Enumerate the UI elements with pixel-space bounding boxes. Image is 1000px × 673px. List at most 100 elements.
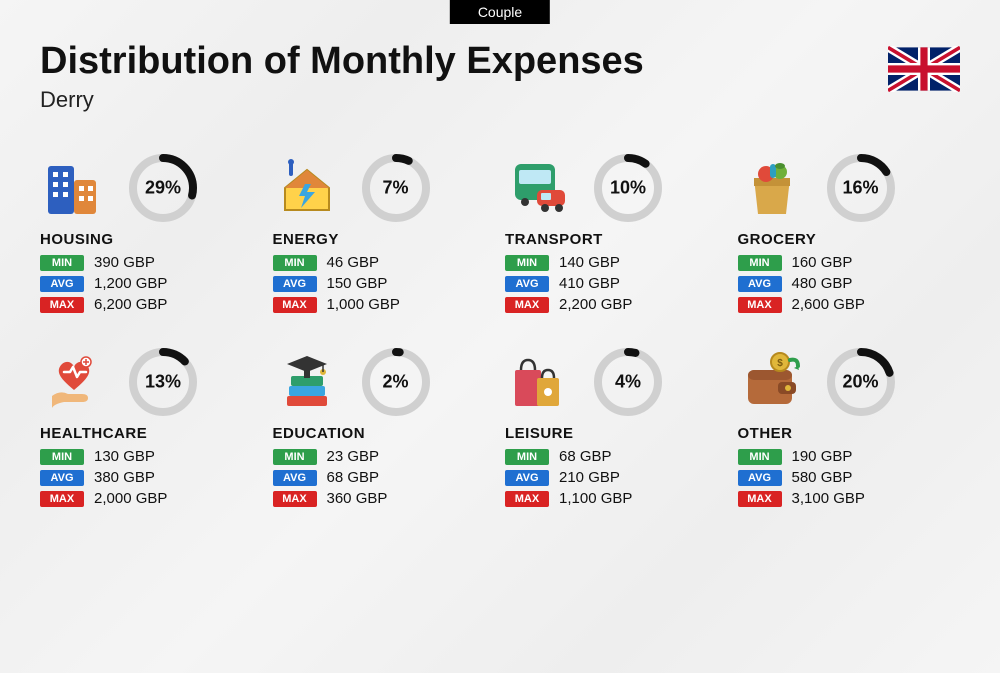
max-value: 3,100 GBP xyxy=(792,490,865,507)
min-badge: MIN xyxy=(738,255,782,271)
max-badge: MAX xyxy=(505,297,549,313)
min-row: MIN 68 GBP xyxy=(505,448,728,465)
percent-value: 13% xyxy=(145,372,181,393)
buildings-icon xyxy=(40,154,108,222)
avg-row: AVG 210 GBP xyxy=(505,469,728,486)
percent-ring: 16% xyxy=(826,153,896,223)
min-row: MIN 130 GBP xyxy=(40,448,263,465)
max-badge: MAX xyxy=(738,491,782,507)
max-badge: MAX xyxy=(505,491,549,507)
category-name: TRANSPORT xyxy=(505,231,728,248)
energy-house-icon xyxy=(273,154,341,222)
min-row: MIN 390 GBP xyxy=(40,254,263,271)
books-cap-icon xyxy=(273,348,341,416)
max-row: MAX 1,100 GBP xyxy=(505,490,728,507)
avg-row: AVG 580 GBP xyxy=(738,469,961,486)
heart-hand-icon xyxy=(40,348,108,416)
avg-badge: AVG xyxy=(738,276,782,292)
avg-badge: AVG xyxy=(738,470,782,486)
max-row: MAX 2,200 GBP xyxy=(505,296,728,313)
min-value: 68 GBP xyxy=(559,448,612,465)
percent-value: 29% xyxy=(145,178,181,199)
max-value: 2,200 GBP xyxy=(559,296,632,313)
max-row: MAX 6,200 GBP xyxy=(40,296,263,313)
percent-value: 7% xyxy=(382,178,408,199)
household-type-tag: Couple xyxy=(450,0,550,24)
min-badge: MIN xyxy=(505,255,549,271)
max-row: MAX 2,600 GBP xyxy=(738,296,961,313)
category-card-healthcare: 13% HEALTHCARE MIN 130 GBP AVG 380 GBP M… xyxy=(40,347,263,511)
avg-value: 410 GBP xyxy=(559,275,620,292)
min-badge: MIN xyxy=(40,255,84,271)
avg-row: AVG 150 GBP xyxy=(273,275,496,292)
min-row: MIN 23 GBP xyxy=(273,448,496,465)
page-title: Distribution of Monthly Expenses xyxy=(40,40,644,83)
avg-value: 1,200 GBP xyxy=(94,275,167,292)
category-card-other: $ 20% OTHER MIN 190 GBP AVG 580 GBP MAX … xyxy=(738,347,961,511)
svg-text:$: $ xyxy=(777,358,783,369)
avg-value: 68 GBP xyxy=(327,469,380,486)
percent-value: 2% xyxy=(382,372,408,393)
avg-badge: AVG xyxy=(40,276,84,292)
max-badge: MAX xyxy=(273,297,317,313)
min-value: 160 GBP xyxy=(792,254,853,271)
max-row: MAX 3,100 GBP xyxy=(738,490,961,507)
min-badge: MIN xyxy=(738,449,782,465)
category-card-grocery: 16% GROCERY MIN 160 GBP AVG 480 GBP MAX … xyxy=(738,153,961,317)
min-value: 390 GBP xyxy=(94,254,155,271)
category-card-leisure: 4% LEISURE MIN 68 GBP AVG 210 GBP MAX 1,… xyxy=(505,347,728,511)
min-value: 23 GBP xyxy=(327,448,380,465)
max-value: 2,000 GBP xyxy=(94,490,167,507)
percent-value: 4% xyxy=(615,372,641,393)
percent-ring: 4% xyxy=(593,347,663,417)
category-card-housing: 29% HOUSING MIN 390 GBP AVG 1,200 GBP MA… xyxy=(40,153,263,317)
percent-value: 20% xyxy=(842,372,878,393)
min-row: MIN 140 GBP xyxy=(505,254,728,271)
avg-row: AVG 68 GBP xyxy=(273,469,496,486)
avg-badge: AVG xyxy=(40,470,84,486)
percent-ring: 13% xyxy=(128,347,198,417)
bus-car-icon xyxy=(505,154,573,222)
avg-value: 210 GBP xyxy=(559,469,620,486)
category-card-energy: 7% ENERGY MIN 46 GBP AVG 150 GBP MAX 1,0… xyxy=(273,153,496,317)
category-name: HOUSING xyxy=(40,231,263,248)
city-name: Derry xyxy=(40,87,644,113)
min-value: 140 GBP xyxy=(559,254,620,271)
avg-badge: AVG xyxy=(273,470,317,486)
category-card-transport: 10% TRANSPORT MIN 140 GBP AVG 410 GBP MA… xyxy=(505,153,728,317)
avg-row: AVG 1,200 GBP xyxy=(40,275,263,292)
avg-row: AVG 480 GBP xyxy=(738,275,961,292)
avg-row: AVG 410 GBP xyxy=(505,275,728,292)
min-badge: MIN xyxy=(273,449,317,465)
max-value: 1,100 GBP xyxy=(559,490,632,507)
avg-badge: AVG xyxy=(273,276,317,292)
max-row: MAX 1,000 GBP xyxy=(273,296,496,313)
percent-value: 10% xyxy=(610,178,646,199)
max-value: 2,600 GBP xyxy=(792,296,865,313)
uk-flag-icon xyxy=(888,46,960,92)
min-row: MIN 46 GBP xyxy=(273,254,496,271)
category-name: GROCERY xyxy=(738,231,961,248)
percent-ring: 7% xyxy=(361,153,431,223)
max-value: 1,000 GBP xyxy=(327,296,400,313)
max-badge: MAX xyxy=(273,491,317,507)
min-badge: MIN xyxy=(505,449,549,465)
category-name: HEALTHCARE xyxy=(40,425,263,442)
percent-value: 16% xyxy=(842,178,878,199)
avg-badge: AVG xyxy=(505,276,549,292)
max-value: 6,200 GBP xyxy=(94,296,167,313)
category-name: OTHER xyxy=(738,425,961,442)
percent-ring: 10% xyxy=(593,153,663,223)
min-badge: MIN xyxy=(273,255,317,271)
wallet-icon: $ xyxy=(738,348,806,416)
avg-value: 150 GBP xyxy=(327,275,388,292)
category-card-education: 2% EDUCATION MIN 23 GBP AVG 68 GBP MAX 3… xyxy=(273,347,496,511)
max-badge: MAX xyxy=(40,297,84,313)
max-value: 360 GBP xyxy=(327,490,388,507)
min-row: MIN 160 GBP xyxy=(738,254,961,271)
min-badge: MIN xyxy=(40,449,84,465)
min-value: 130 GBP xyxy=(94,448,155,465)
avg-value: 580 GBP xyxy=(792,469,853,486)
max-badge: MAX xyxy=(40,491,84,507)
max-row: MAX 360 GBP xyxy=(273,490,496,507)
